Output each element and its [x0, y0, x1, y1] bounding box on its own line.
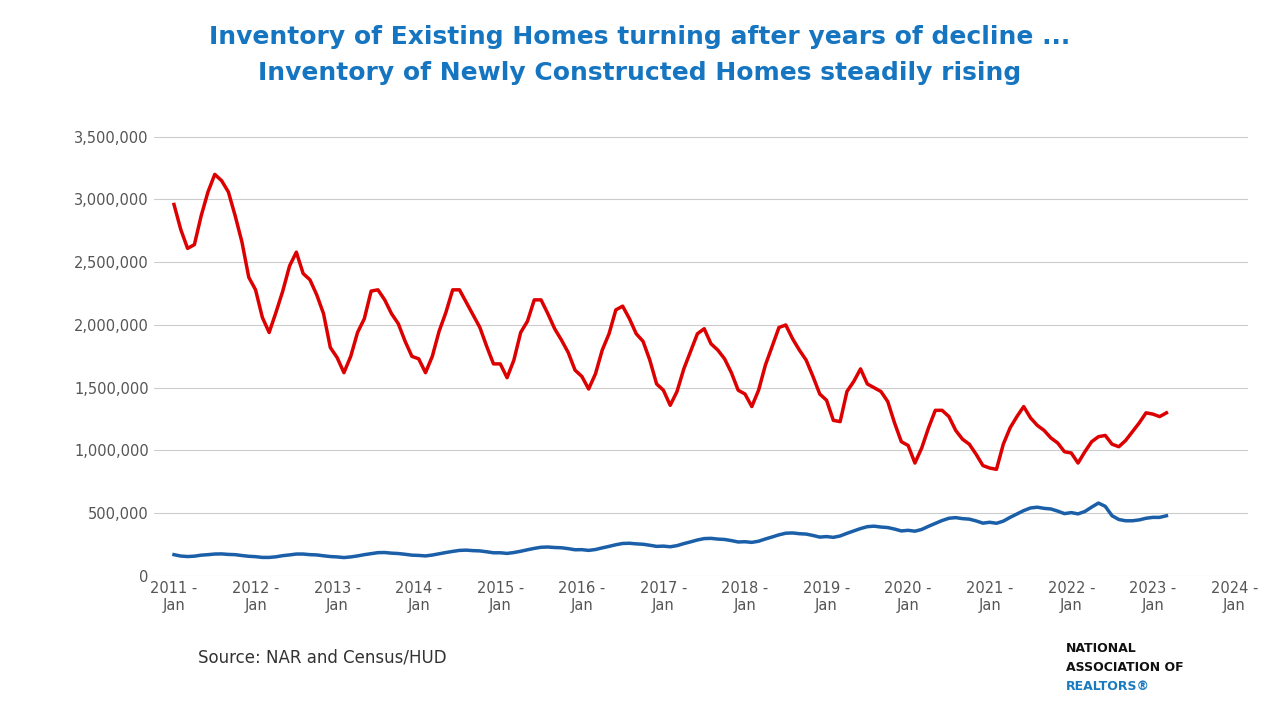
- Text: REALTORS®: REALTORS®: [1066, 680, 1151, 693]
- Text: Inventory of Newly Constructed Homes steadily rising: Inventory of Newly Constructed Homes ste…: [259, 61, 1021, 85]
- Text: R: R: [1010, 647, 1044, 689]
- Text: NATIONAL: NATIONAL: [1066, 642, 1137, 655]
- Text: Source: NAR and Census/HUD: Source: NAR and Census/HUD: [198, 648, 447, 666]
- Text: Inventory of Existing Homes turning after years of decline ...: Inventory of Existing Homes turning afte…: [210, 25, 1070, 49]
- Text: ASSOCIATION OF: ASSOCIATION OF: [1066, 661, 1184, 675]
